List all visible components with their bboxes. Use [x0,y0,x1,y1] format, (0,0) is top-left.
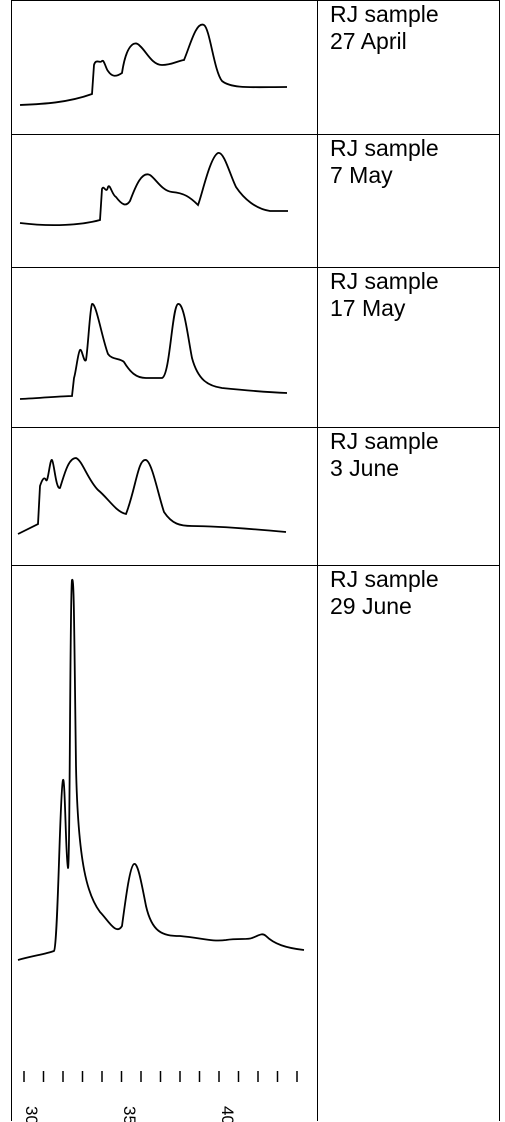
trace-cell [11,267,318,428]
sample-label: RJ sample 7 May [330,135,439,188]
chromatogram-trace [19,152,288,227]
trace-cell [11,134,318,268]
label-cell: RJ sample 3 June [317,427,500,566]
chromatogram-trace [19,303,288,400]
label-cell: RJ sample 7 May [317,134,500,268]
trace-cell [11,0,318,135]
tick-label-40: 40 [218,1106,237,1122]
sample-label: RJ sample 29 June [330,566,439,619]
trace-cell: 30 35 40 [11,565,318,1122]
x-axis-tick-labels: 30 35 40 [22,1106,237,1122]
label-cell: RJ sample 17 May [317,267,500,428]
tick-label-35: 35 [120,1106,139,1122]
label-cell: RJ sample 29 June [317,565,500,1121]
chromatogram-trace [19,23,288,106]
row-27-april: RJ sample 27 April [0,0,505,135]
chromatogram-trace: 30 35 40 [17,578,305,1122]
trace-cell [11,427,318,566]
tick-label-30: 30 [22,1106,41,1122]
row-3-june: RJ sample 3 June [0,427,505,566]
row-7-may: RJ sample 7 May [0,134,505,268]
sample-label: RJ sample 27 April [330,1,439,54]
row-29-june: 30 35 40 RJ sample 29 June [0,565,505,1122]
sample-label: RJ sample 17 May [330,268,439,321]
label-cell: RJ sample 27 April [317,0,500,135]
chromatogram-trace [17,457,287,535]
row-17-may: RJ sample 17 May [0,267,505,428]
x-axis-ticks [23,1071,298,1082]
sample-label: RJ sample 3 June [330,428,439,481]
